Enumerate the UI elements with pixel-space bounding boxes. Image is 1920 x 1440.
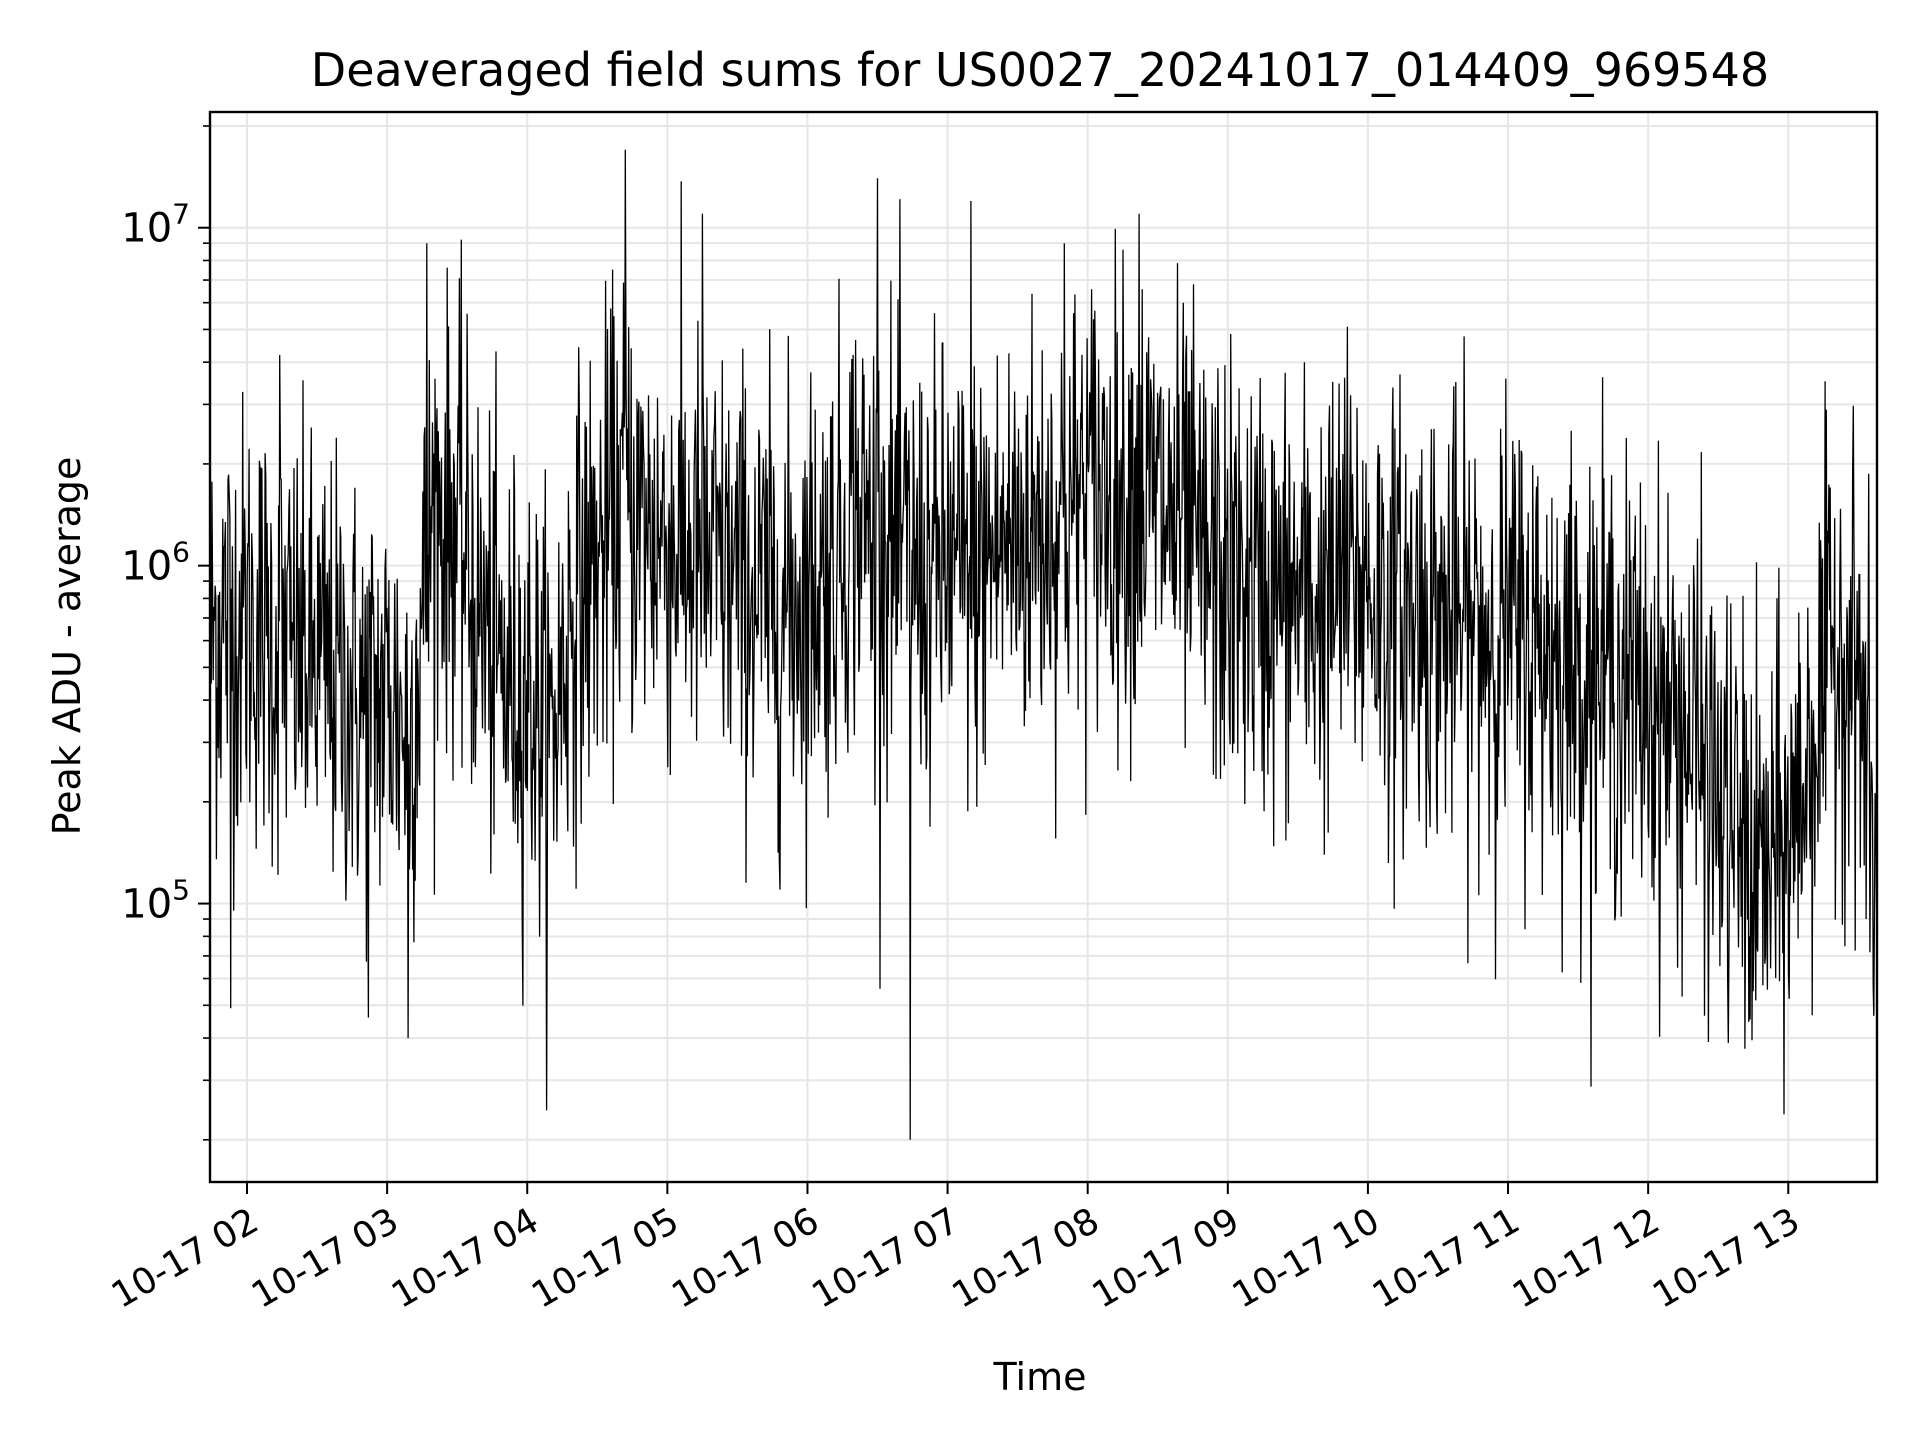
y-tick-label-exponent: 5 bbox=[172, 874, 190, 907]
y-axis-label: Peak ADU - average bbox=[45, 457, 89, 836]
x-axis-label: Time bbox=[993, 1355, 1087, 1399]
y-tick-label: 107 bbox=[121, 198, 190, 252]
y-tick-label-exponent: 7 bbox=[172, 198, 190, 231]
plot-frame bbox=[208, 110, 1879, 1184]
y-tick-label-base: 10 bbox=[121, 206, 172, 252]
y-tick-label: 105 bbox=[121, 874, 190, 928]
y-tick-label-base: 10 bbox=[121, 544, 172, 590]
chart-title: Deaveraged field sums for US0027_2024101… bbox=[311, 43, 1769, 97]
series-line bbox=[209, 149, 1878, 1140]
y-tick-label-base: 10 bbox=[121, 882, 172, 928]
y-tick-label-exponent: 6 bbox=[172, 536, 190, 569]
y-tick-label: 106 bbox=[121, 536, 190, 590]
data-layer bbox=[209, 149, 1878, 1140]
